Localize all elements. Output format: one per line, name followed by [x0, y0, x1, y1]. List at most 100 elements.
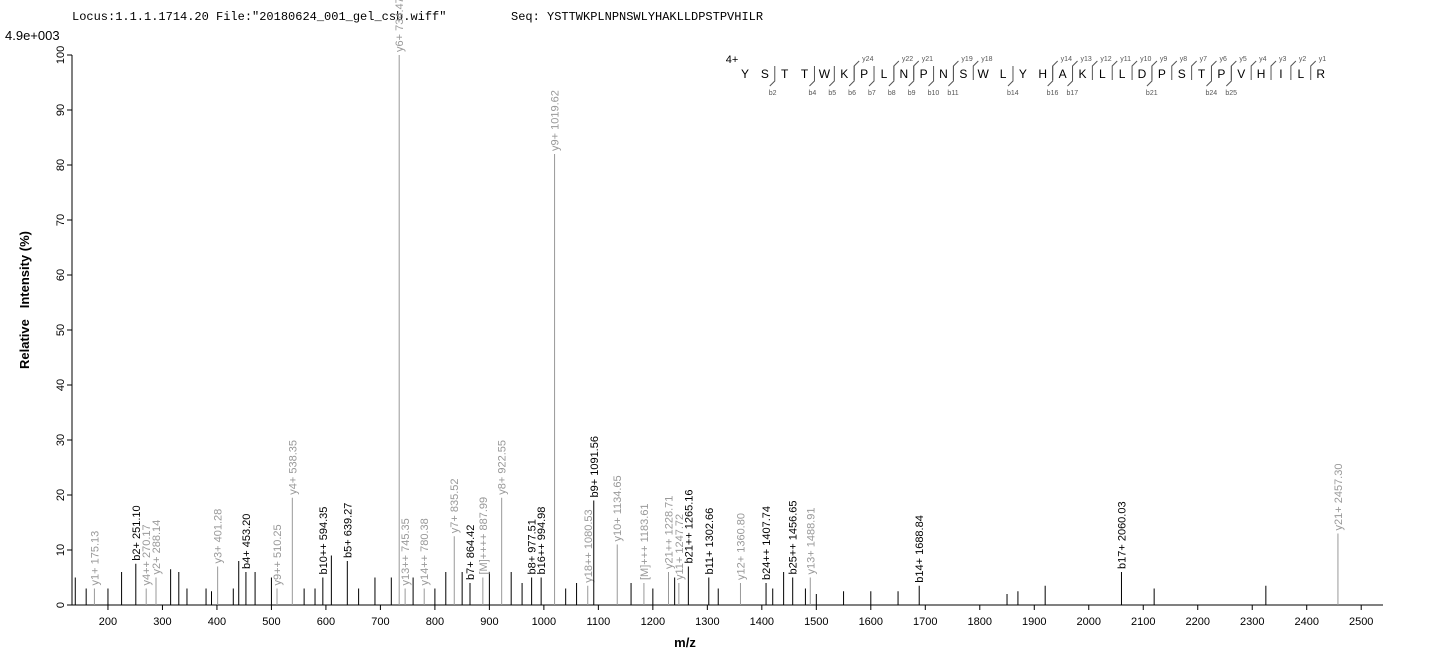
peak-label: b7+ 864.42	[465, 525, 477, 580]
x-tick-label: 500	[262, 616, 280, 628]
y-ion-marker	[1310, 60, 1317, 80]
peak-label: b5+ 639.27	[342, 503, 354, 558]
y-ion-marker	[1072, 60, 1078, 80]
y-tick-label: 90	[55, 104, 67, 116]
b-ion-marker	[1225, 66, 1232, 87]
peak-label: [M]++++ 887.99	[478, 497, 490, 575]
b-ion-marker	[769, 66, 776, 87]
residue: P	[1217, 67, 1225, 81]
residue: R	[1316, 67, 1325, 81]
y-tick-label: 0	[55, 602, 67, 608]
y-ion-marker	[913, 60, 920, 80]
y-ion-marker	[1052, 60, 1059, 80]
residue: S	[959, 67, 967, 81]
b-ion-label: b16	[1047, 90, 1059, 97]
residue: W	[819, 67, 831, 81]
x-tick-label: 2200	[1185, 616, 1209, 628]
b-ion-label: b8	[888, 90, 896, 97]
residue: T	[781, 67, 789, 81]
x-tick-label: 600	[317, 616, 335, 628]
peak-label: y18++ 1080.53	[583, 509, 595, 582]
peak-label: y14++ 780.38	[419, 518, 431, 585]
y-ion-label: y6	[1219, 56, 1227, 63]
peak-label: y9++ 510.25	[272, 524, 284, 585]
peak-label: b10++ 594.35	[318, 507, 330, 575]
residue: A	[1059, 67, 1067, 81]
y-ion-marker	[1171, 60, 1178, 80]
residue: P	[860, 67, 868, 81]
b-ion-marker	[1047, 66, 1054, 87]
peak-label: y21+ 2457.30	[1333, 464, 1345, 531]
y-ion-marker	[1131, 60, 1138, 80]
b-ion-marker	[1007, 66, 1014, 87]
y-ion-marker	[1230, 60, 1237, 80]
x-tick-label: 2300	[1240, 616, 1264, 628]
y-ion-marker	[853, 60, 860, 80]
x-tick-label: 2500	[1349, 616, 1373, 628]
x-tick-label: 200	[99, 616, 117, 628]
y-ion-label: y11	[1120, 56, 1131, 63]
y-ion-label: y21	[922, 56, 933, 63]
x-tick-label: 1300	[695, 616, 719, 628]
b-ion-marker	[948, 66, 954, 87]
x-tick-label: 1100	[587, 616, 611, 628]
peak-label: b9+ 1091.56	[589, 436, 601, 497]
y-ion-label: y14	[1061, 56, 1072, 63]
peak-label: y21++ 1228.71	[663, 496, 675, 569]
y-ion-label: y3	[1279, 56, 1287, 63]
residue: N	[899, 67, 908, 81]
residue: D	[1138, 67, 1147, 81]
b-ion-marker	[848, 66, 855, 87]
locus: Locus:1.1.1.1714.20 File:"20180624_001_g…	[72, 10, 446, 24]
residue: K	[1078, 67, 1086, 81]
b-ion-label: b9	[908, 90, 916, 97]
x-axis-label: m/z	[674, 635, 696, 650]
x-tick-label: 1700	[913, 616, 937, 628]
b-ion-label: b10	[928, 90, 940, 97]
y-ion-label: y9	[1160, 56, 1168, 63]
sequence-header: Seq: YSTTWKPLNPNSWLYHAKLLDPSTPVHILR	[511, 10, 763, 24]
peak-label: y13++ 745.35	[400, 518, 412, 585]
peak-label: b21++ 1265.16	[683, 489, 695, 563]
y-ion-label: y22	[902, 56, 913, 63]
x-tick-label: 2400	[1294, 616, 1318, 628]
b-ion-label: b5	[828, 90, 836, 97]
x-tick-label: 400	[208, 616, 226, 628]
residue: Y	[741, 67, 749, 81]
b-ion-marker	[828, 66, 835, 87]
residue: L	[1119, 67, 1126, 81]
y-tick-label: 20	[55, 489, 67, 501]
x-tick-label: 1500	[804, 616, 828, 628]
b-ion-label: b6	[848, 90, 856, 97]
y-ion-marker	[1091, 60, 1098, 80]
x-tick-label: 700	[371, 616, 389, 628]
y-ion-marker	[1250, 60, 1257, 80]
y-tick-label: 10	[55, 544, 67, 556]
peak-label: y8+ 922.55	[497, 440, 509, 495]
x-tick-label: 1900	[1022, 616, 1046, 628]
peak-label: b8+ 977.51	[527, 519, 539, 574]
x-tick-label: 1400	[750, 616, 774, 628]
residue: L	[1000, 67, 1007, 81]
x-tick-label: 900	[480, 616, 498, 628]
residue: I	[1279, 67, 1282, 81]
residue: N	[939, 67, 948, 81]
y-ion-marker	[1111, 60, 1118, 80]
b-ion-label: b21	[1146, 90, 1158, 97]
peak-label: b16++ 994.98	[536, 507, 548, 575]
peak-label: y2+ 288.14	[151, 520, 163, 575]
y-ion-marker	[972, 60, 979, 80]
b-ion-label: b14	[1007, 90, 1019, 97]
peak-label: b24++ 1407.74	[761, 506, 773, 580]
y-ion-label: y10	[1140, 56, 1151, 63]
y-tick-label: 80	[55, 159, 67, 171]
charge-label: 4+	[726, 54, 739, 66]
y-ion-marker	[1270, 60, 1277, 80]
x-tick-label: 800	[426, 616, 444, 628]
peak-label: b14+ 1688.84	[914, 515, 926, 583]
y-ion-marker	[893, 60, 900, 80]
y-ion-label: y5	[1239, 56, 1247, 63]
residue: T	[801, 67, 809, 81]
y-ion-marker	[1191, 60, 1197, 80]
residue: S	[761, 67, 769, 81]
